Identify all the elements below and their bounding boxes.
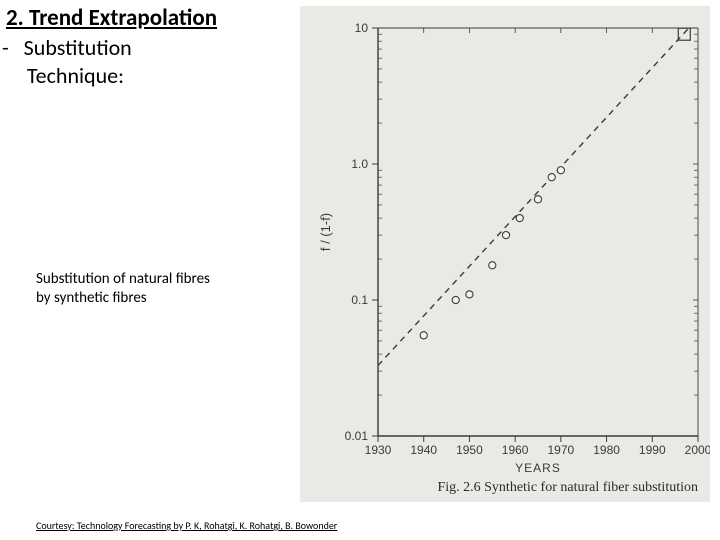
svg-text:2000: 2000 [685,443,710,457]
svg-text:YEARS: YEARS [515,461,561,475]
svg-text:1950: 1950 [456,443,483,457]
figure-caption: Fig. 2.6 Synthetic for natural fiber sub… [437,480,698,496]
svg-text:0.01: 0.01 [345,429,369,443]
svg-text:1930: 1930 [365,443,392,457]
chart-svg: 1930 1940 1950 1960 1970 1980 1990 2000 YEARS 0.0… [300,6,710,476]
svg-text:1990: 1990 [639,443,666,457]
svg-text:10: 10 [355,21,369,35]
svg-text:1940: 1940 [410,443,437,457]
slide-heading: 2. Trend Extrapolation [6,4,217,32]
slide-subheading: - Substitution Technique: [2,34,132,89]
slide-caption: Substitution of natural fibresby synthet… [36,270,210,308]
svg-text:1.0: 1.0 [351,157,368,171]
svg-text:0.1: 0.1 [351,293,368,307]
svg-text:1970: 1970 [548,443,575,457]
courtesy-line: Courtesy: Technology Forecasting by P. K… [36,519,337,532]
svg-text:1960: 1960 [502,443,529,457]
svg-text:f / (1-f): f / (1-f) [318,213,333,251]
chart-container: 1930 1940 1950 1960 1970 1980 1990 2000 YEARS 0.0… [300,6,710,502]
svg-text:1980: 1980 [593,443,620,457]
